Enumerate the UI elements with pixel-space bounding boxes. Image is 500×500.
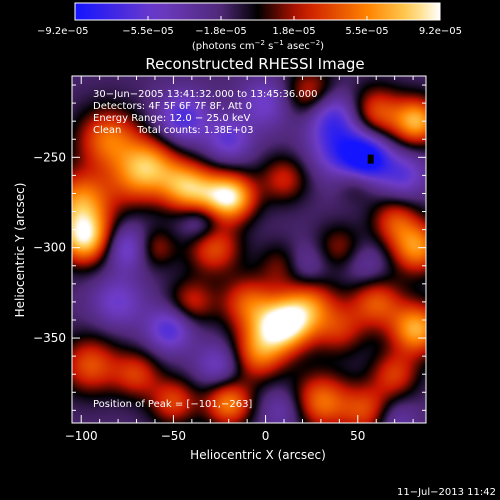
x-tick-label: 50	[350, 429, 365, 443]
y-tick-label: −350	[33, 331, 66, 345]
timestamp: 11−Jul−2013 11:42	[397, 487, 496, 498]
x-tick-label: 0	[262, 429, 270, 443]
annotation-energy-range: Energy Range: 12.0 − 25.0 keV	[93, 113, 250, 124]
plot-frame	[71, 75, 427, 424]
annotation-detectors: Detectors: 4F 5F 6F 7F 8F, Att 0	[93, 101, 252, 112]
annotations: 30−Jun−2005 13:41:32.000 to 13:45:36.000…	[93, 89, 318, 410]
minimum-marker	[367, 154, 374, 164]
colorbar-tick-label: 9.2e−05	[419, 26, 462, 37]
colorbar-tick-label: −1.8e−05	[195, 26, 247, 37]
y-axis: −250 −300 −350	[33, 84, 426, 411]
colorbar-tick-label: 1.8e−05	[272, 26, 315, 37]
y-axis-label: Heliocentric Y (arcsec)	[13, 183, 27, 318]
colorbar-tick-label: −5.5e−05	[122, 26, 174, 37]
x-axis: −100 −50 0 50	[65, 76, 414, 443]
x-tick-label: −100	[65, 429, 98, 443]
y-tick-label: −250	[33, 150, 66, 164]
x-tick-label: −50	[161, 429, 186, 443]
heatmap-image	[72, 76, 426, 423]
x-axis-label: Heliocentric X (arcsec)	[190, 448, 326, 462]
chart-title: Reconstructed RHESSI Image	[145, 55, 364, 73]
annotation-clean-counts: Clean Total counts: 1.38E+03	[93, 125, 253, 136]
annotation-time-range: 30−Jun−2005 13:41:32.000 to 13:45:36.000	[93, 89, 318, 100]
colorbar-unit: (photons cm−2 s−1 asec−2)	[192, 39, 324, 52]
colorbar-tick-label: −9.2e−05	[37, 26, 89, 37]
peak-position-label: Position of Peak = [−101,−263]	[93, 399, 252, 410]
colorbar-gradient	[74, 2, 441, 21]
colorbar-ticks: −9.2e−05 −5.5e−05 −1.8e−05 1.8e−05 5.5e−05 9.…	[37, 16, 462, 37]
colorbar-tick-label: 5.5e−05	[345, 26, 388, 37]
colorbar: −9.2e−05 −5.5e−05 −1.8e−05 1.8e−05 5.5e−05 9.…	[37, 2, 462, 52]
y-tick-label: −300	[33, 241, 66, 255]
